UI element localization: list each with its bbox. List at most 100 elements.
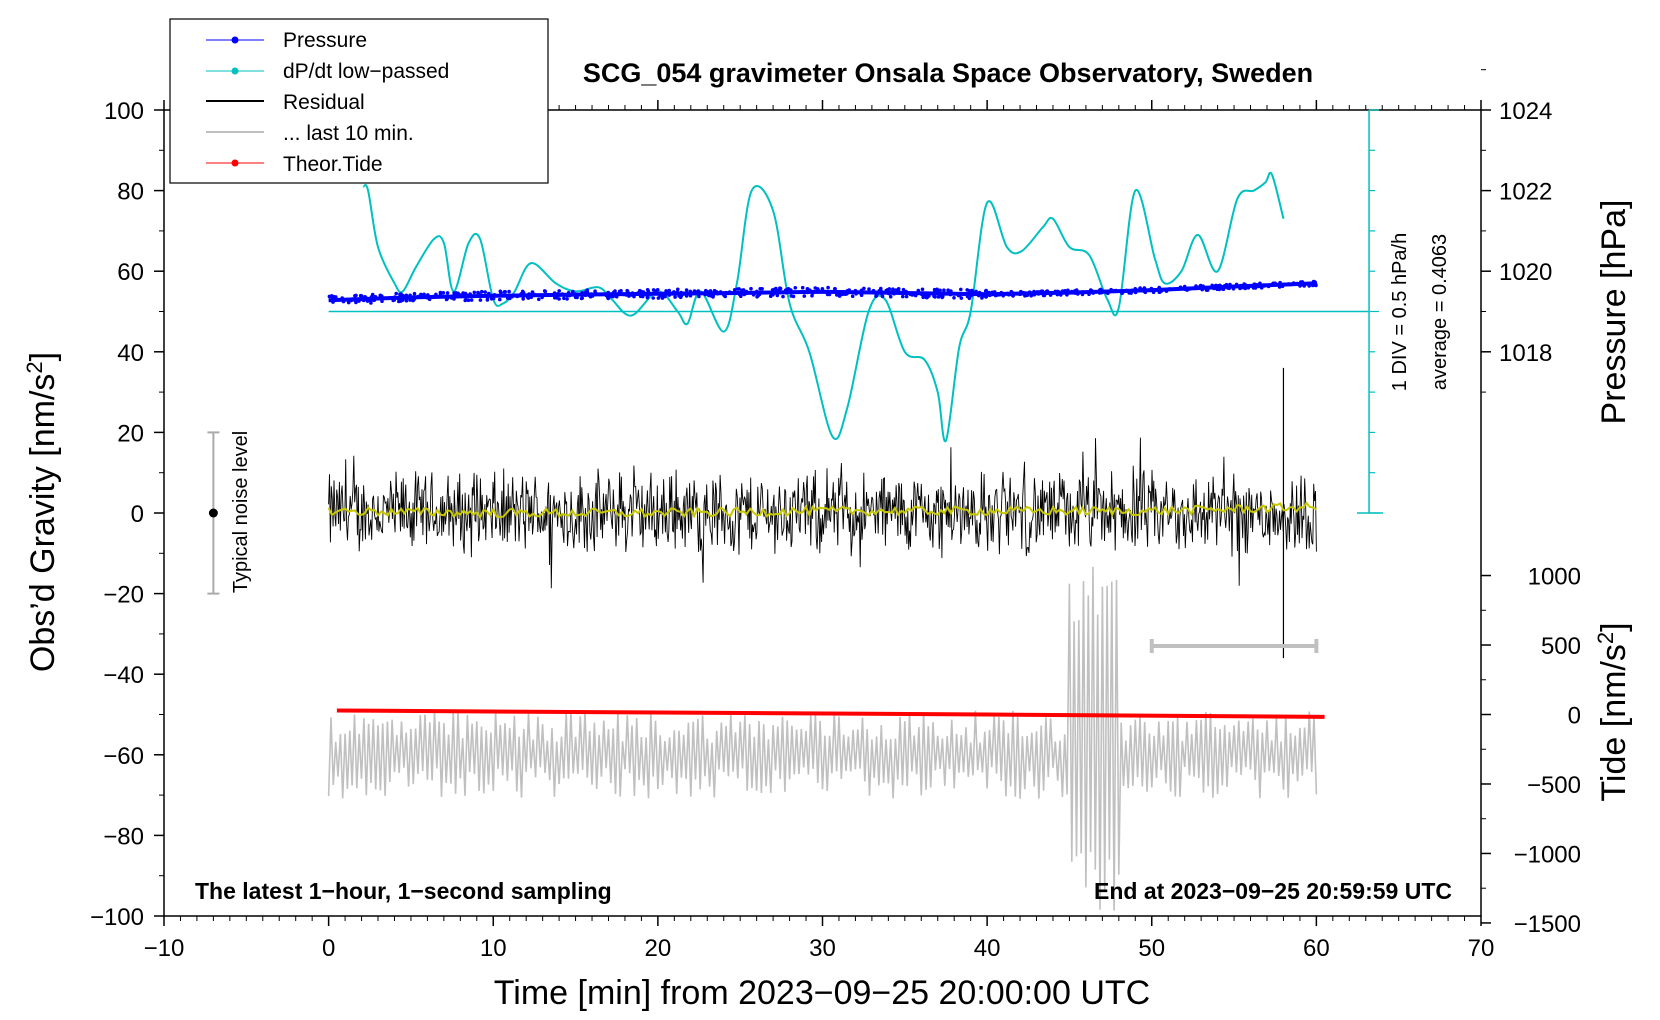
pressure-point: [974, 289, 978, 294]
y-axis-left-label: Obs’d Gravity [nm/s2]: [22, 352, 63, 672]
pressure-point: [904, 289, 908, 294]
pressure-point: [1081, 290, 1085, 294]
pressure-point: [438, 290, 443, 295]
tide-axis-label: Tide [nm/s2]: [1593, 622, 1634, 801]
pressure-point: [1100, 290, 1105, 294]
pressure-point: [757, 292, 762, 297]
pressure-point: [845, 291, 849, 296]
pressure-point: [651, 296, 655, 300]
pressure-point: [727, 290, 732, 294]
pressure-point: [557, 289, 561, 293]
pressure-point: [952, 296, 956, 300]
pressure-point: [1286, 282, 1291, 287]
pressure-point: [1227, 286, 1231, 291]
pressure-point: [867, 287, 871, 291]
pressure-point: [1106, 291, 1110, 296]
pressure-point: [977, 290, 982, 295]
pressure-point: [1091, 291, 1095, 295]
pressure-point: [1059, 293, 1063, 297]
pressure-point: [1266, 284, 1271, 288]
pressure-point: [1291, 281, 1296, 285]
pressure-point: [606, 296, 610, 301]
pressure-point: [1307, 284, 1311, 288]
pressure-point: [663, 294, 667, 299]
pressure-point: [355, 298, 360, 303]
pressure-point: [580, 291, 584, 295]
pressure-point: [688, 293, 693, 298]
pressure-point: [449, 295, 454, 300]
pressure-point: [1279, 283, 1283, 288]
pressure-point: [492, 293, 497, 297]
pressure-point: [758, 287, 762, 291]
pressure-point: [1120, 291, 1124, 296]
pressure-tick-label: 1022: [1499, 179, 1552, 206]
pressure-point: [416, 294, 421, 299]
pressure-point: [487, 291, 491, 296]
last10-range-bar: [1149, 638, 1319, 653]
pressure-point: [573, 292, 577, 296]
pressure-point: [601, 292, 606, 297]
pressure-point: [965, 288, 969, 292]
pressure-point: [996, 293, 1000, 297]
pressure-point: [880, 292, 884, 296]
pressure-point: [811, 290, 815, 295]
pressure-point: [526, 296, 531, 300]
pressure-point: [781, 294, 785, 299]
pressure-point: [1210, 283, 1214, 288]
pressure-point: [476, 290, 480, 295]
x-tick-label: 0: [322, 935, 335, 962]
x-tick-label: 30: [809, 935, 836, 962]
pressure-point: [545, 293, 549, 297]
pressure-point: [653, 289, 658, 293]
pressure-point: [854, 292, 858, 296]
pressure-point: [1243, 286, 1247, 291]
pressure-point: [1097, 291, 1102, 295]
pressure-point: [771, 293, 775, 297]
pressure-point: [697, 294, 701, 299]
pressure-point: [1313, 280, 1317, 284]
x-axis: −10 0 10 20 30 40 50 60 70: [144, 100, 1494, 962]
y-axis-left: 100 80 60 40 20 0 −20 −40 −60 −80 −100: [90, 98, 164, 931]
pressure-point: [434, 292, 438, 297]
x-tick-label: 50: [1138, 935, 1165, 962]
pressure-point: [404, 298, 409, 303]
pressure-axis-label: Pressure [hPa]: [1595, 200, 1633, 425]
pressure-point: [958, 293, 962, 297]
tide-tick-label: −500: [1527, 772, 1581, 799]
pressure-point: [959, 296, 964, 300]
pressure-point: [987, 290, 991, 295]
pressure-point: [1228, 282, 1232, 287]
pressure-point: [667, 293, 671, 297]
pressure-point: [373, 295, 377, 299]
pressure-point: [369, 295, 374, 299]
pressure-point: [614, 294, 619, 299]
pressure-point: [815, 290, 819, 294]
pressure-point: [1024, 292, 1029, 296]
pressure-point: [980, 293, 985, 298]
pressure-point: [1010, 291, 1015, 295]
pressure-point: [353, 294, 357, 298]
y-axis-tide: 1000 500 0 −500 −1000 −1500: [1481, 564, 1581, 938]
pressure-point: [1069, 289, 1074, 294]
pressure-point: [1231, 287, 1236, 291]
pressure-point: [970, 288, 974, 293]
pressure-point: [1262, 283, 1266, 287]
y-tick-label: 60: [117, 259, 144, 286]
pressure-point: [1178, 285, 1183, 290]
residual-line: [328, 437, 1317, 589]
pressure-point: [408, 298, 412, 302]
pressure-point: [684, 288, 689, 292]
pressure-point: [627, 294, 631, 298]
pressure-point: [1299, 282, 1304, 287]
pressure-point: [1216, 283, 1221, 288]
pressure-point: [555, 292, 560, 296]
pressure-point: [407, 295, 412, 299]
pressure-point: [478, 298, 483, 302]
pressure-point: [431, 294, 435, 299]
pressure-point: [1055, 292, 1060, 297]
pressure-point: [453, 291, 457, 296]
pressure-point: [507, 289, 511, 294]
dpdt-scale-axis: [1357, 109, 1384, 514]
tide-series: [336, 708, 1325, 719]
